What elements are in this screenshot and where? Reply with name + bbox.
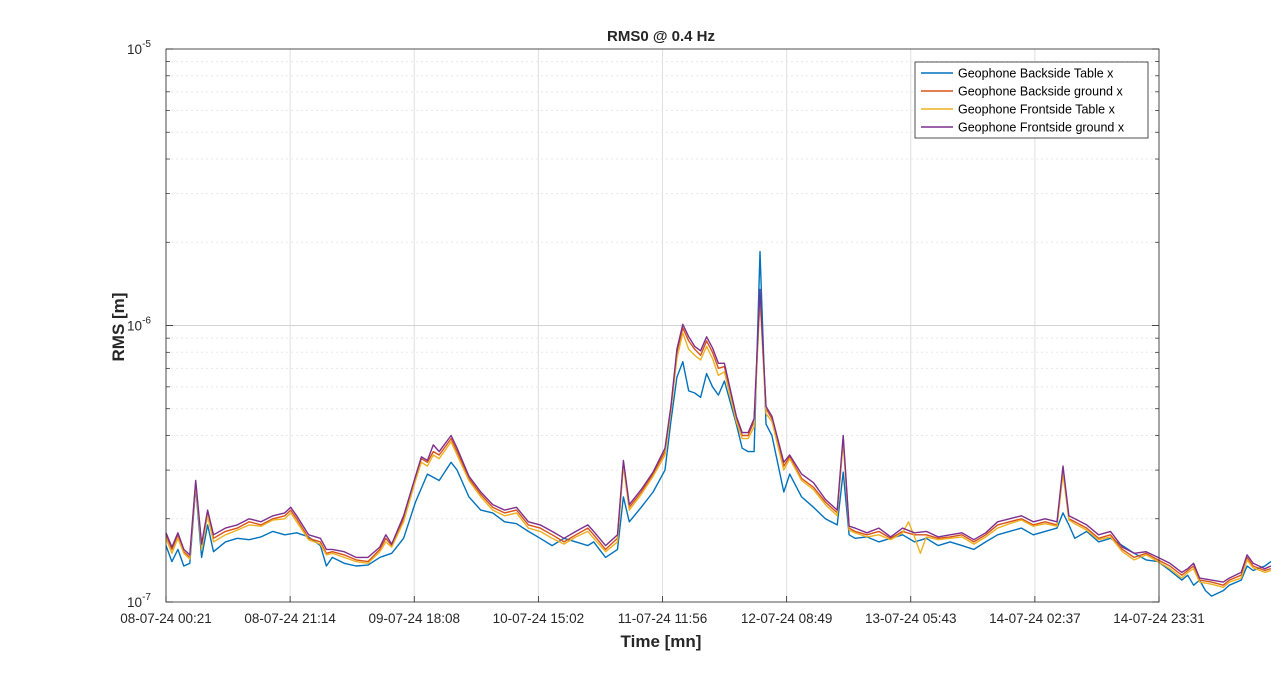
- y-axis-label: RMS [m]: [109, 293, 128, 362]
- series-line-1: [165, 250, 1272, 597]
- series-lines: [165, 250, 1272, 597]
- legend-entry-label: Geophone Backside ground x: [958, 85, 1123, 99]
- y-tick-label: 10-6: [127, 316, 151, 334]
- x-tick-label: 13-07-24 05:43: [865, 611, 957, 626]
- legend-entry-label: Geophone Frontside Table x: [958, 103, 1116, 117]
- x-tick-label: 09-07-24 18:08: [368, 611, 460, 626]
- legend: Geophone Backside Table x Geophone Backsi…: [914, 61, 1149, 139]
- x-tick-label: 10-07-24 15:02: [493, 611, 585, 626]
- y-tick-label: 10-5: [127, 39, 151, 57]
- series-line-3: [165, 298, 1272, 588]
- legend-entry-label: Geophone Backside Table x: [958, 67, 1114, 81]
- x-tick-label: 11-07-24 11:56: [618, 611, 708, 626]
- x-axis-label: Time [mn]: [621, 632, 702, 651]
- x-tick-label: 08-07-24 00:21: [120, 611, 212, 626]
- legend-box: [914, 61, 1149, 139]
- x-tick-label: 14-07-24 23:31: [1113, 611, 1205, 626]
- chart-title: RMS0 @ 0.4 Hz: [607, 28, 715, 45]
- x-tick-label: 08-07-24 21:14: [244, 611, 336, 626]
- axis-ticks: 08-07-24 00:21 08-07-24 21:14 09-07-24 18:…: [120, 39, 1205, 626]
- y-tick-label: 10-7: [127, 592, 151, 610]
- series-line-2: [165, 293, 1272, 586]
- x-tick-label: 14-07-24 02:37: [989, 611, 1081, 626]
- series-line-4: [165, 288, 1272, 583]
- legend-entry-label: Geophone Frontside ground x: [958, 121, 1125, 135]
- x-tick-label: 12-07-24 08:49: [741, 611, 833, 626]
